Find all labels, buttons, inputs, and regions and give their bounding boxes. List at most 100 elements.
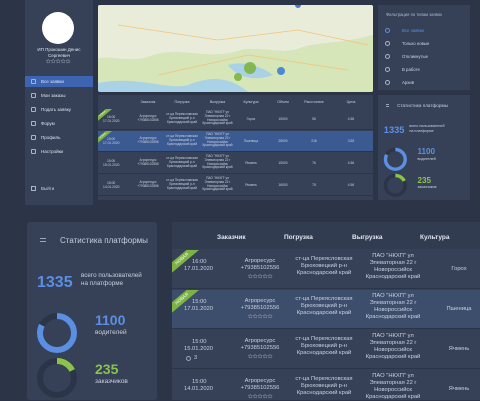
star (247, 353, 254, 359)
row-phone: +79385102556 (240, 305, 280, 311)
logout[interactable]: Выйти (25, 184, 93, 194)
table-row[interactable]: Новая 15:00 17.01.2020 Агроресурс +793851025… (98, 131, 373, 152)
row-price: 4.56 (347, 183, 355, 187)
stats-drivers: 1100 (95, 312, 126, 328)
stats-drivers-label: водителей (417, 157, 436, 162)
table-row[interactable]: 15:00 15.01.2020 Агроресурс +79385102556 ст-… (98, 153, 373, 174)
table-row[interactable]: Новая 16:00 17.01.2020 Агроресурс +793851025… (98, 109, 373, 130)
filter-icon (385, 28, 390, 33)
row-date: 17.01.2020 (103, 119, 120, 123)
row-crop: Пшеница (446, 306, 472, 312)
row-crop: Пшеница (243, 139, 259, 143)
menu-item[interactable]: Все заявки (25, 76, 93, 87)
row-customer: Агроресурс (139, 180, 157, 184)
row-distance: 56 (312, 117, 316, 121)
row-loading: ст-ца Переясловская Брюховецкий р-н Крас… (166, 156, 198, 168)
table-row[interactable]: 15:00 15.01.2020 3 Агроресурс +79385102556 ст… (172, 330, 480, 369)
menu-label: Подать заявку (41, 107, 71, 112)
row-crop: Ячмень (448, 386, 470, 392)
menu-item[interactable]: Форум (25, 118, 93, 129)
table-panel: Заказчик Погрузка Выгрузка Культура Объем Рас… (98, 95, 373, 200)
donut-arc (37, 358, 77, 398)
filter-item[interactable]: Архив (378, 77, 470, 88)
stats-total-label: всего пользователей на платформе (81, 272, 142, 287)
row-time: 15:00 (107, 181, 116, 185)
filter-item[interactable]: Только новые (378, 38, 470, 49)
star (252, 393, 258, 399)
row-loading: ст-ца Переясловская Брюховецкий р-н Крас… (295, 336, 353, 356)
logout-label: Выйти (41, 186, 55, 191)
comment-icon (186, 356, 191, 361)
column-header: Погрузка (174, 100, 190, 104)
filter-panel: Фильтрация по типам заявок Все заявки Толь… (378, 5, 470, 90)
stats-menu-icon (40, 238, 46, 242)
menu-item[interactable]: Профиль (25, 132, 93, 143)
column-header: Объем (277, 100, 289, 104)
row-customer: Агроресурс (139, 158, 157, 162)
row-date: 17.01.2020 (103, 141, 120, 145)
row-phone: +79385102556 (137, 162, 159, 166)
star (55, 58, 61, 64)
filter-label: Только новые (402, 41, 430, 46)
star (50, 58, 56, 64)
row-customer: Агроресурс (244, 338, 276, 344)
row-time: 16:00 (192, 259, 207, 265)
table-row[interactable]: 15:00 14.01.2020 Агроресурс +79385102556 ст-… (98, 175, 373, 196)
menu-icon (31, 121, 36, 126)
donut (37, 358, 77, 398)
table-row[interactable]: 15:00 14.01.2020 Агроресурс +79385102556 ст-… (172, 370, 480, 400)
filter-label: Откликнутые (402, 54, 428, 59)
filter-item[interactable]: Откликнутые (378, 51, 470, 62)
row-date: 14.01.2020 (184, 386, 214, 392)
star (262, 393, 268, 399)
star (257, 313, 263, 319)
menu-label: Профиль (41, 135, 61, 140)
comment-count: 3 (194, 355, 198, 361)
rating-stars (247, 353, 273, 359)
donut (37, 313, 77, 353)
row-distance: 216 (311, 139, 317, 143)
row-customer: Агроресурс (139, 114, 157, 118)
row-customer: Агроресурс (244, 378, 276, 384)
table-header (172, 222, 480, 249)
table-row[interactable]: Новая 16:00 17.01.2020 Агроресурс +793851025… (172, 250, 480, 289)
row-time: 15:00 (192, 339, 207, 345)
row-unloading: ПАО "НКХП" ул Элеваторная 22 г Новоросси… (365, 253, 421, 280)
menu-item[interactable]: Подать заявку (25, 104, 93, 115)
filter-item[interactable]: В работе (378, 64, 470, 75)
column-header: Заказчик (217, 234, 246, 241)
filter-label: В работе (402, 67, 420, 72)
row-phone: +79385102556 (137, 184, 159, 188)
menu-item[interactable]: Настройки (25, 146, 93, 157)
row-loading: ст-ца Переясловская Брюховецкий р-н Крас… (295, 296, 353, 316)
table-row[interactable]: Новая 15:00 17.01.2020 Агроресурс +793851025… (172, 290, 480, 329)
column-header: Погрузка (284, 234, 313, 241)
star (267, 313, 273, 319)
menu-item[interactable]: Мои заказы (25, 90, 93, 101)
rating-stars (247, 273, 273, 279)
filter-item[interactable]: Все заявки (378, 25, 470, 36)
row-volume: 15000 (278, 117, 288, 121)
column-header: Расстояние (304, 100, 324, 104)
donut (383, 173, 407, 198)
column-header: Выгрузка (209, 100, 226, 104)
row-unloading: ПАО "НКХП" ул Элеваторная 22 г Новоросси… (202, 176, 233, 192)
row-price: 4.56 (347, 161, 355, 165)
stats-title: Статистика платформы (60, 236, 148, 245)
menu-icon (31, 149, 36, 154)
row-volume: 15000 (278, 161, 288, 165)
map-image (98, 5, 373, 92)
star (60, 58, 66, 64)
filter-label: Все заявки (402, 28, 424, 33)
stats-customers-label: заказчиков (95, 378, 128, 385)
row-distance: 76 (312, 161, 316, 165)
menu-label: Настройки (41, 149, 64, 154)
row-date: 17.01.2020 (184, 266, 214, 272)
row-crop: Ячмень (448, 346, 470, 352)
column-header: Цена (346, 100, 356, 104)
filter-icon (385, 41, 390, 46)
row-date: 14.01.2020 (103, 185, 120, 189)
star (252, 353, 258, 359)
star (262, 273, 268, 279)
star (262, 353, 268, 359)
